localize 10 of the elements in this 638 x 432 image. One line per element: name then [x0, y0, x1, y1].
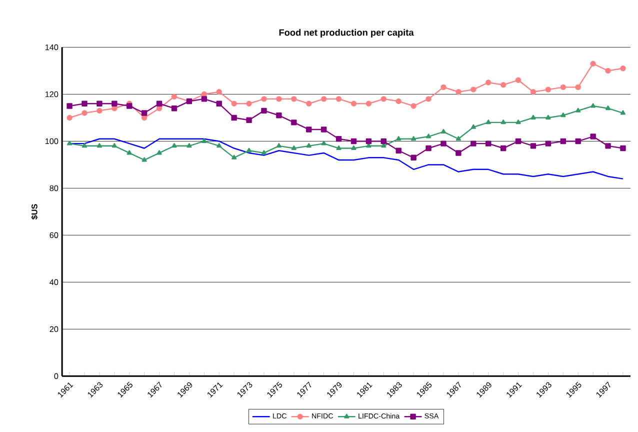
y-tick-label: 20: [50, 326, 58, 332]
y-tick-label: 0: [54, 373, 58, 379]
y-tick-label: 140: [45, 44, 58, 50]
y-tick-label: 120: [45, 91, 58, 98]
y-tick-label: 60: [50, 232, 58, 238]
chart-title: Food net production per capita: [279, 28, 414, 38]
y-tick-label: 80: [50, 185, 58, 192]
y-axis-title: $US: [31, 204, 38, 220]
y-tick-label: 40: [50, 279, 58, 286]
y-tick-label: 100: [45, 138, 58, 144]
